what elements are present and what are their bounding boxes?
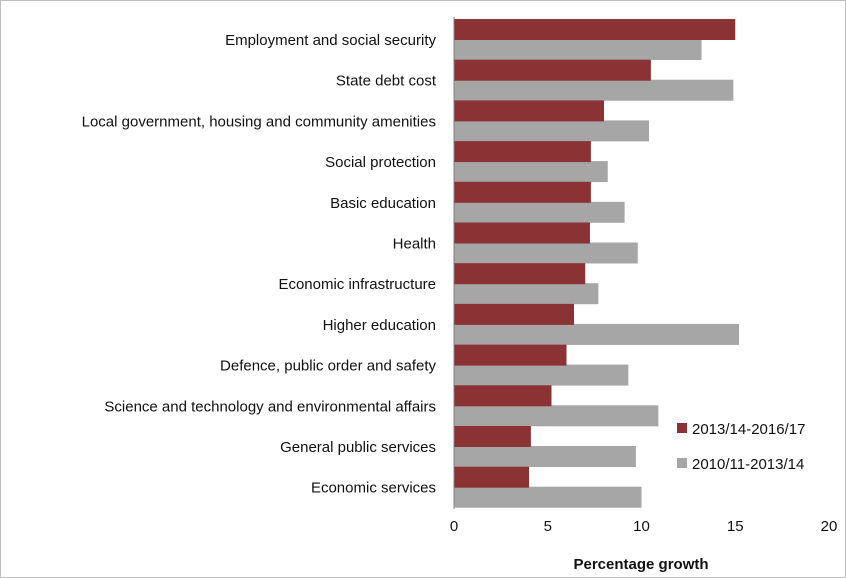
category-label: Economic infrastructure	[278, 276, 436, 293]
x-tick-label: 20	[821, 518, 838, 535]
category-label: Local government, housing and community …	[82, 113, 436, 130]
category-label: Social protection	[325, 154, 436, 171]
category-label: Science and technology and environmental…	[104, 398, 436, 415]
category-label: Higher education	[323, 317, 436, 334]
x-axis-title: Percentage growth	[573, 556, 708, 573]
bar-12-series-2	[454, 486, 642, 508]
bar-6-series-2	[454, 242, 638, 264]
bar-5-series-2	[454, 201, 625, 223]
bar-1-series-2	[454, 39, 702, 60]
bar-10-series-1	[454, 385, 552, 407]
category-label: Basic education	[330, 195, 436, 212]
category-label: Defence, public order and safety	[220, 358, 436, 375]
bar-5-series-1	[454, 181, 591, 203]
bar-11-series-1	[454, 426, 531, 447]
category-labels: Employment and social security State debt…	[82, 32, 437, 497]
bar-9-series-2	[454, 364, 629, 386]
bar-3-series-1	[454, 100, 604, 122]
category-label: Economic services	[311, 480, 436, 497]
category-label: General public services	[280, 439, 436, 456]
legend-label: 2010/11-2013/14	[692, 456, 804, 473]
bar-4-series-1	[454, 141, 591, 163]
x-axis-ticks: 0 5 10 15 20	[450, 518, 838, 535]
bar-10-series-2	[454, 405, 659, 427]
x-tick-label: 5	[544, 518, 552, 535]
bar-6-series-1	[454, 222, 590, 244]
x-tick-label: 10	[633, 518, 650, 535]
bar-11-series-2	[454, 446, 636, 467]
bar-2-series-2	[454, 79, 734, 101]
bar-7-series-2	[454, 283, 599, 305]
bar-4-series-2	[454, 161, 608, 183]
bar-12-series-1	[454, 466, 529, 488]
legend-swatch	[677, 423, 687, 433]
bar-3-series-2	[454, 120, 649, 142]
bar-9-series-1	[454, 344, 567, 366]
bar-8-series-1	[454, 303, 574, 325]
bar-8-series-2	[454, 323, 739, 345]
legend: 2013/14-2016/17 2010/11-2013/14	[677, 421, 805, 473]
x-tick-label: 0	[450, 518, 458, 535]
category-label: State debt cost	[336, 73, 437, 90]
legend-label: 2013/14-2016/17	[692, 421, 805, 438]
category-label: Employment and social security	[225, 32, 436, 49]
bar-7-series-1	[454, 263, 586, 285]
bar-1-series-1	[454, 19, 736, 40]
x-tick-label: 15	[727, 518, 744, 535]
bar-2-series-1	[454, 59, 651, 81]
category-label: Health	[393, 236, 436, 253]
legend-swatch	[677, 458, 687, 468]
bars-layer	[454, 19, 739, 508]
